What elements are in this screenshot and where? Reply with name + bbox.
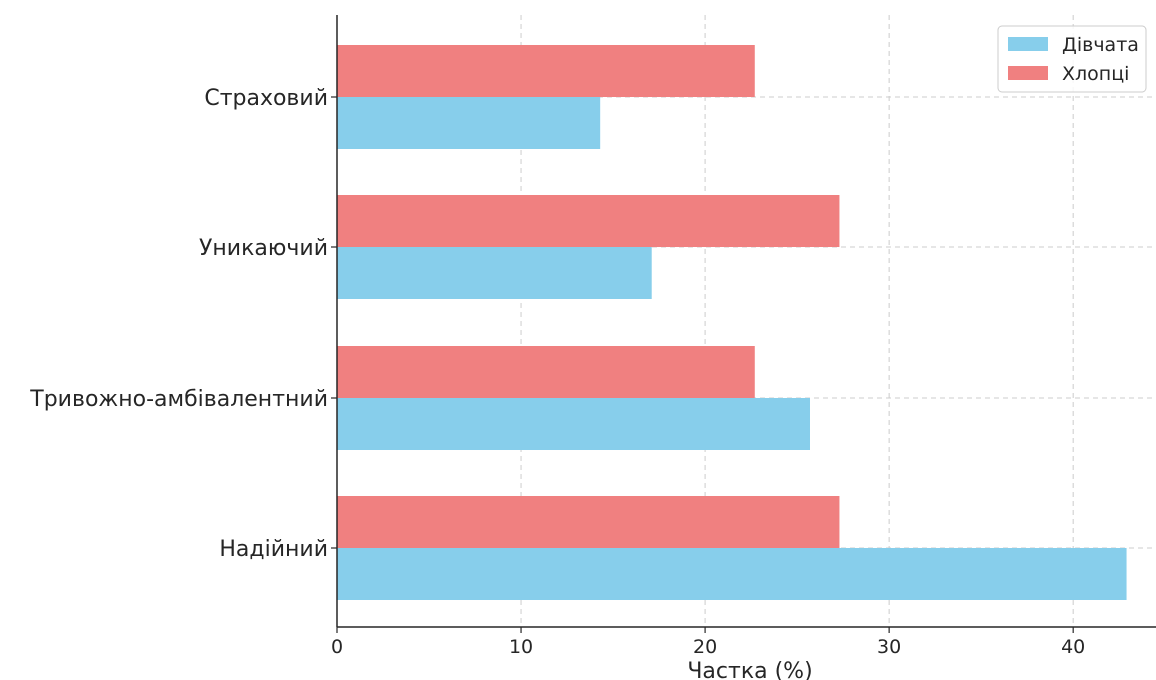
x-axis-label: Частка (%): [687, 659, 812, 680]
bar-boys: [337, 346, 755, 398]
axes: [336, 15, 1156, 628]
legend-swatch-girls: [1008, 37, 1048, 51]
category-label: Тривожно-амбівалентний: [29, 387, 328, 412]
tick-labels: 0 10 20 30 40: [331, 627, 1085, 658]
x-tick-label: 10: [509, 636, 533, 658]
x-tick-label: 30: [877, 636, 901, 658]
category-label: Надійний: [219, 537, 328, 562]
bar-boys: [337, 195, 840, 247]
x-tick-label: 0: [331, 636, 343, 658]
x-tick-label: 40: [1061, 636, 1085, 658]
legend-label-boys: Хлопці: [1062, 63, 1129, 85]
bar-boys: [337, 45, 755, 97]
category-label: Страховий: [204, 86, 328, 111]
bars: [337, 45, 1127, 600]
legend-label-girls: Дівчата: [1062, 34, 1139, 56]
bar-girls: [337, 247, 652, 299]
bar-girls: [337, 97, 601, 149]
category-labels: Надійний Тривожно-амбівалентний Уникаючий С…: [29, 86, 337, 562]
category-label: Уникаючий: [199, 236, 328, 261]
legend-swatch-boys: [1008, 66, 1048, 80]
bar-girls: [337, 398, 810, 450]
bar-boys: [337, 496, 840, 548]
legend: Дівчата Хлопці: [997, 25, 1147, 93]
bar-girls: [337, 548, 1127, 600]
x-tick-label: 20: [693, 636, 717, 658]
